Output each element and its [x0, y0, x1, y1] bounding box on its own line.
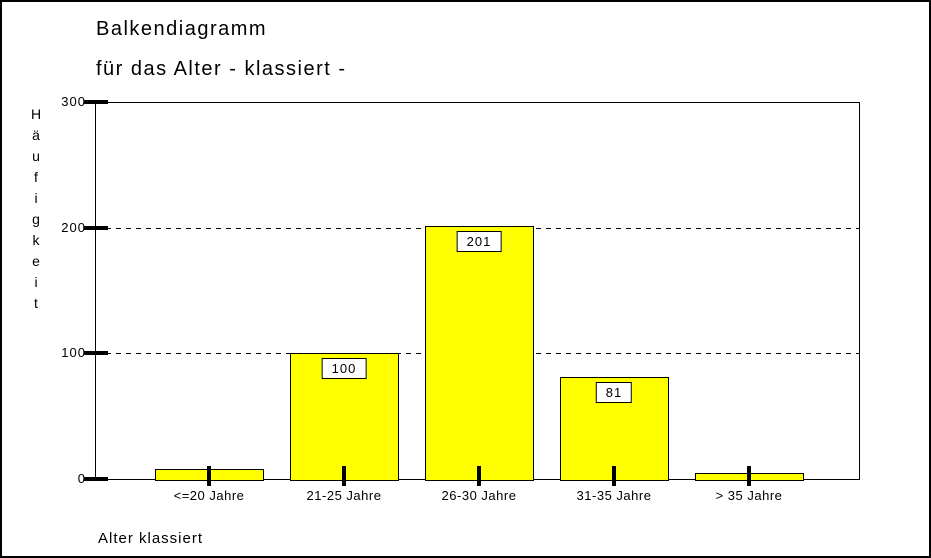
bar [560, 377, 669, 481]
x-tick-mark [612, 466, 616, 486]
bar [425, 226, 534, 481]
y-axis-title-letter: k [32, 232, 40, 248]
y-axis-title-letter: f [34, 169, 38, 185]
x-tick-label: 31-35 Jahre [576, 488, 652, 503]
y-tick-mark [84, 351, 108, 355]
y-tick-label: 0 [77, 471, 86, 486]
x-tick-label: <=20 Jahre [173, 488, 245, 503]
bar-value-label: 201 [456, 231, 502, 252]
bar-value-label: 81 [595, 382, 633, 403]
y-tick-label: 300 [61, 94, 86, 109]
x-tick-label: 21-25 Jahre [306, 488, 382, 503]
y-axis-title-letter: i [34, 190, 38, 206]
y-tick-mark [84, 226, 108, 230]
y-axis-title-letter: u [32, 148, 40, 164]
x-tick-mark [747, 466, 751, 486]
y-tick-label: 100 [61, 345, 86, 360]
x-axis-title: Alter klassiert [98, 530, 204, 547]
chart-subtitle: für das Alter - klassiert - [96, 58, 347, 80]
y-tick-mark [84, 100, 108, 104]
x-tick-label: 26-30 Jahre [441, 488, 517, 503]
x-tick-label: > 35 Jahre [715, 488, 783, 503]
y-axis-title-letter: ä [32, 127, 40, 143]
y-axis-title-letter: H [30, 106, 42, 122]
x-tick-mark [207, 466, 211, 486]
y-axis-title-letter: i [34, 274, 38, 290]
y-axis-title-letter: e [32, 253, 40, 269]
plot-frame-top [95, 102, 860, 103]
y-tick-label: 200 [61, 220, 86, 235]
y-axis-line [95, 102, 96, 480]
bar-value-label: 100 [321, 358, 367, 379]
x-tick-mark [477, 466, 481, 486]
y-axis-title-letter: g [32, 211, 40, 227]
x-tick-mark [342, 466, 346, 486]
plot-frame-right [859, 102, 860, 480]
y-tick-mark [84, 477, 108, 481]
chart-title: Balkendiagramm [96, 18, 268, 40]
y-axis-title-letter: t [34, 295, 38, 311]
